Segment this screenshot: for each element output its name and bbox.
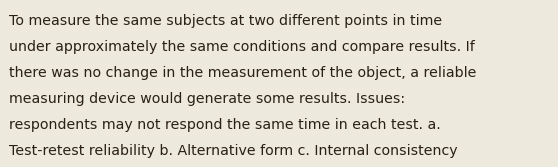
Text: under approximately the same conditions and compare results. If: under approximately the same conditions …	[9, 40, 475, 54]
Text: respondents may not respond the same time in each test. a.: respondents may not respond the same tim…	[9, 118, 441, 132]
Text: Test-retest reliability b. Alternative form c. Internal consistency: Test-retest reliability b. Alternative f…	[9, 144, 458, 158]
Text: To measure the same subjects at two different points in time: To measure the same subjects at two diff…	[9, 14, 442, 28]
Text: there was no change in the measurement of the object, a reliable: there was no change in the measurement o…	[9, 66, 477, 80]
Text: measuring device would generate some results. Issues:: measuring device would generate some res…	[9, 92, 405, 106]
